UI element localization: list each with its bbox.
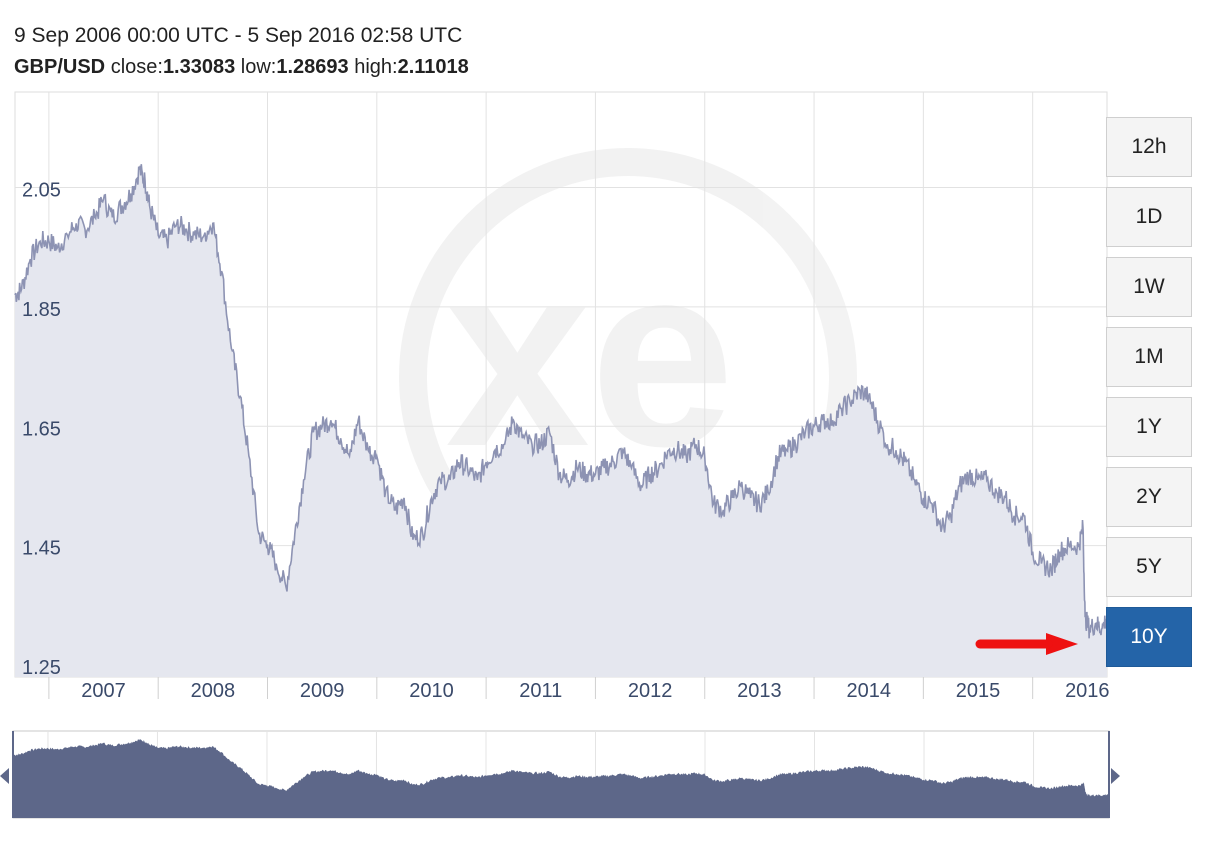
navigator-left-handle-icon[interactable]: [0, 768, 9, 784]
low-value: 1.28693: [276, 56, 349, 78]
y-tick-label: 1.65: [22, 418, 61, 440]
range-button-1m[interactable]: 1M: [1106, 327, 1192, 387]
x-tick-label: 2014: [846, 680, 891, 702]
navigator-area: [14, 739, 1108, 818]
currency-pair: GBP/USD: [14, 56, 106, 78]
range-button-1w[interactable]: 1W: [1106, 257, 1192, 317]
x-tick-label: 2011: [519, 680, 562, 702]
x-tick-label: 2012: [628, 680, 673, 702]
range-button-12h[interactable]: 12h: [1106, 117, 1192, 177]
range-button-5y[interactable]: 5Y: [1106, 537, 1192, 597]
range-button-1d[interactable]: 1D: [1106, 187, 1192, 247]
y-tick-label: 1.45: [22, 538, 61, 560]
x-tick-label: 2007: [81, 680, 126, 702]
close-label: close:: [110, 56, 163, 78]
x-tick-label: 2008: [191, 680, 236, 702]
range-button-2y[interactable]: 2Y: [1106, 467, 1192, 527]
x-tick-label: 2016: [1065, 680, 1110, 702]
quote-summary: GBP/USD close:1.33083 low:1.28693 high:2…: [14, 56, 469, 79]
x-tick-label: 2015: [956, 680, 1001, 702]
range-button-1y[interactable]: 1Y: [1106, 397, 1192, 457]
high-label: high:: [354, 56, 398, 78]
close-value: 1.33083: [162, 56, 236, 78]
annotation-arrow: [975, 633, 1078, 655]
y-tick-label: 2.05: [22, 180, 61, 202]
y-tick-label: 1.25: [22, 657, 61, 679]
date-range-label: 9 Sep 2006 00:00 UTC - 5 Sep 2016 02:58 …: [14, 24, 463, 47]
x-tick-label: 2010: [409, 680, 454, 702]
x-tick-label: 2009: [300, 680, 345, 702]
navigator-chart[interactable]: [0, 728, 1126, 824]
y-tick-label: 1.85: [22, 299, 61, 321]
range-button-10y[interactable]: 10Y: [1106, 607, 1192, 667]
price-area: [15, 164, 1107, 677]
price-chart[interactable]: xe 1.251.451.651.852.05 2007 2008 2009 2010…: [0, 85, 1110, 715]
x-tick-label: 2013: [737, 680, 782, 702]
range-selector: 12h 1D 1W 1M 1Y 2Y 5Y 10Y: [1106, 117, 1194, 677]
high-value: 2.11018: [397, 56, 469, 78]
arrow-head: [978, 633, 1078, 655]
navigator-right-handle-icon[interactable]: [1111, 768, 1120, 784]
price-line: [14, 164, 1108, 639]
low-label: low:: [240, 56, 277, 78]
